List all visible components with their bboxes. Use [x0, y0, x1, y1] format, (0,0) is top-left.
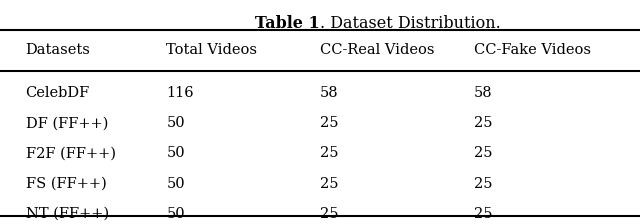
- Text: 25: 25: [320, 177, 339, 191]
- Text: 25: 25: [474, 116, 492, 130]
- Text: CC-Real Videos: CC-Real Videos: [320, 43, 435, 57]
- Text: 50: 50: [166, 177, 185, 191]
- Text: Total Videos: Total Videos: [166, 43, 257, 57]
- Text: 25: 25: [320, 116, 339, 130]
- Text: 50: 50: [166, 116, 185, 130]
- Text: . Dataset Distribution.: . Dataset Distribution.: [320, 15, 500, 32]
- Text: 25: 25: [320, 146, 339, 160]
- Text: 25: 25: [320, 207, 339, 221]
- Text: 25: 25: [474, 207, 492, 221]
- Text: 116: 116: [166, 86, 194, 100]
- Text: FS (FF++): FS (FF++): [26, 177, 106, 191]
- Text: 50: 50: [166, 146, 185, 160]
- Text: 25: 25: [474, 177, 492, 191]
- Text: 50: 50: [166, 207, 185, 221]
- Text: DF (FF++): DF (FF++): [26, 116, 108, 130]
- Text: CelebDF: CelebDF: [26, 86, 90, 100]
- Text: 58: 58: [474, 86, 492, 100]
- Text: CC-Fake Videos: CC-Fake Videos: [474, 43, 591, 57]
- Text: NT (FF++): NT (FF++): [26, 207, 109, 221]
- Text: Datasets: Datasets: [26, 43, 90, 57]
- Text: F2F (FF++): F2F (FF++): [26, 146, 116, 160]
- Text: Table 1: Table 1: [255, 15, 320, 32]
- Text: 25: 25: [474, 146, 492, 160]
- Text: 58: 58: [320, 86, 339, 100]
